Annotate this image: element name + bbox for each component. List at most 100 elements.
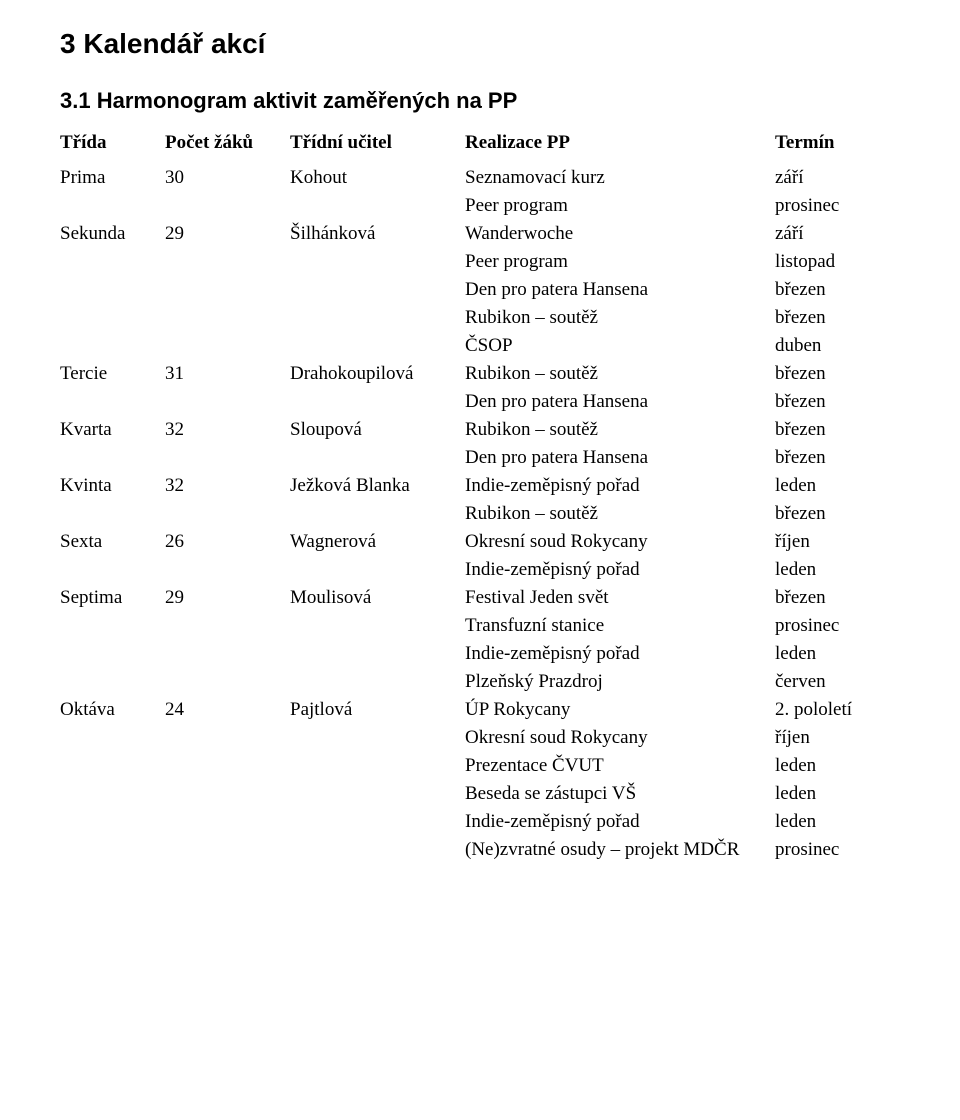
cell-teacher: Moulisová xyxy=(290,584,465,612)
cell-count xyxy=(165,808,290,836)
cell-count xyxy=(165,752,290,780)
cell-class xyxy=(60,668,165,696)
cell-teacher xyxy=(290,612,465,640)
cell-event: Indie-zeměpisný pořad xyxy=(465,556,775,584)
cell-class xyxy=(60,556,165,584)
cell-class xyxy=(60,248,165,276)
cell-term: leden xyxy=(775,780,900,808)
cell-event: Den pro patera Hansena xyxy=(465,444,775,472)
cell-term: 2. pololetí xyxy=(775,696,900,724)
cell-term: září xyxy=(775,220,900,248)
cell-term: březen xyxy=(775,360,900,388)
cell-count xyxy=(165,192,290,220)
cell-term: leden xyxy=(775,640,900,668)
header-term: Termín xyxy=(775,128,900,164)
cell-event: Plzeňský Prazdroj xyxy=(465,668,775,696)
cell-class xyxy=(60,276,165,304)
cell-class xyxy=(60,724,165,752)
cell-teacher xyxy=(290,640,465,668)
cell-event: Beseda se zástupci VŠ xyxy=(465,780,775,808)
table-body: Prima30KohoutSeznamovací kurzzáříPeer pr… xyxy=(60,164,900,864)
table-row: Septima29MoulisováFestival Jeden světbře… xyxy=(60,584,900,612)
cell-teacher xyxy=(290,192,465,220)
cell-term: březen xyxy=(775,416,900,444)
cell-class xyxy=(60,332,165,360)
cell-event: ČSOP xyxy=(465,332,775,360)
table-row: Kvarta32SloupováRubikon – soutěžbřezen xyxy=(60,416,900,444)
cell-count: 32 xyxy=(165,416,290,444)
cell-teacher xyxy=(290,668,465,696)
table-row: Okresní soud Rokycanyříjen xyxy=(60,724,900,752)
cell-term: prosinec xyxy=(775,836,900,864)
cell-class xyxy=(60,192,165,220)
cell-count: 29 xyxy=(165,220,290,248)
table-row: Den pro patera Hansenabřezen xyxy=(60,444,900,472)
cell-class: Septima xyxy=(60,584,165,612)
cell-teacher: Kohout xyxy=(290,164,465,192)
cell-count xyxy=(165,248,290,276)
cell-teacher xyxy=(290,444,465,472)
table-row: Peer programprosinec xyxy=(60,192,900,220)
cell-event: Indie-zeměpisný pořad xyxy=(465,472,775,500)
schedule-table: Třída Počet žáků Třídní učitel Realizace… xyxy=(60,128,900,864)
table-row: Sexta26WagnerováOkresní soud Rokycanyříj… xyxy=(60,528,900,556)
cell-class: Sekunda xyxy=(60,220,165,248)
cell-event: Festival Jeden svět xyxy=(465,584,775,612)
table-row: Kvinta32Ježková BlankaIndie-zeměpisný po… xyxy=(60,472,900,500)
cell-event: Okresní soud Rokycany xyxy=(465,724,775,752)
cell-count xyxy=(165,780,290,808)
cell-term: prosinec xyxy=(775,192,900,220)
cell-class xyxy=(60,444,165,472)
cell-count: 30 xyxy=(165,164,290,192)
table-row: Indie-zeměpisný pořadleden xyxy=(60,640,900,668)
cell-teacher: Ježková Blanka xyxy=(290,472,465,500)
table-row: Rubikon – soutěžbřezen xyxy=(60,500,900,528)
table-row: Indie-zeměpisný pořadleden xyxy=(60,808,900,836)
section-title: 3 Kalendář akcí xyxy=(60,28,900,60)
cell-term: říjen xyxy=(775,528,900,556)
cell-class: Kvarta xyxy=(60,416,165,444)
cell-count xyxy=(165,304,290,332)
cell-teacher: Wagnerová xyxy=(290,528,465,556)
table-row: Den pro patera Hansenabřezen xyxy=(60,388,900,416)
cell-teacher: Pajtlová xyxy=(290,696,465,724)
cell-teacher xyxy=(290,836,465,864)
cell-term: březen xyxy=(775,304,900,332)
table-header-row: Třída Počet žáků Třídní učitel Realizace… xyxy=(60,128,900,164)
cell-count xyxy=(165,332,290,360)
cell-count xyxy=(165,556,290,584)
cell-teacher xyxy=(290,724,465,752)
cell-class xyxy=(60,640,165,668)
cell-event: Rubikon – soutěž xyxy=(465,304,775,332)
cell-term: září xyxy=(775,164,900,192)
cell-term: březen xyxy=(775,500,900,528)
table-row: Den pro patera Hansenabřezen xyxy=(60,276,900,304)
cell-term: leden xyxy=(775,556,900,584)
cell-term: leden xyxy=(775,752,900,780)
cell-count xyxy=(165,444,290,472)
cell-class: Sexta xyxy=(60,528,165,556)
table-row: ČSOPduben xyxy=(60,332,900,360)
cell-class xyxy=(60,304,165,332)
cell-event: Den pro patera Hansena xyxy=(465,388,775,416)
cell-class xyxy=(60,780,165,808)
table-row: Beseda se zástupci VŠleden xyxy=(60,780,900,808)
cell-event: Seznamovací kurz xyxy=(465,164,775,192)
cell-term: březen xyxy=(775,388,900,416)
cell-class: Prima xyxy=(60,164,165,192)
cell-event: Peer program xyxy=(465,248,775,276)
cell-count xyxy=(165,388,290,416)
cell-class: Tercie xyxy=(60,360,165,388)
cell-count: 24 xyxy=(165,696,290,724)
cell-teacher: Drahokoupilová xyxy=(290,360,465,388)
header-teacher: Třídní učitel xyxy=(290,128,465,164)
table-row: Indie-zeměpisný pořadleden xyxy=(60,556,900,584)
cell-teacher xyxy=(290,556,465,584)
cell-event: Wanderwoche xyxy=(465,220,775,248)
cell-teacher xyxy=(290,276,465,304)
cell-class xyxy=(60,808,165,836)
cell-count xyxy=(165,612,290,640)
cell-event: Indie-zeměpisný pořad xyxy=(465,640,775,668)
cell-teacher xyxy=(290,500,465,528)
cell-count: 32 xyxy=(165,472,290,500)
